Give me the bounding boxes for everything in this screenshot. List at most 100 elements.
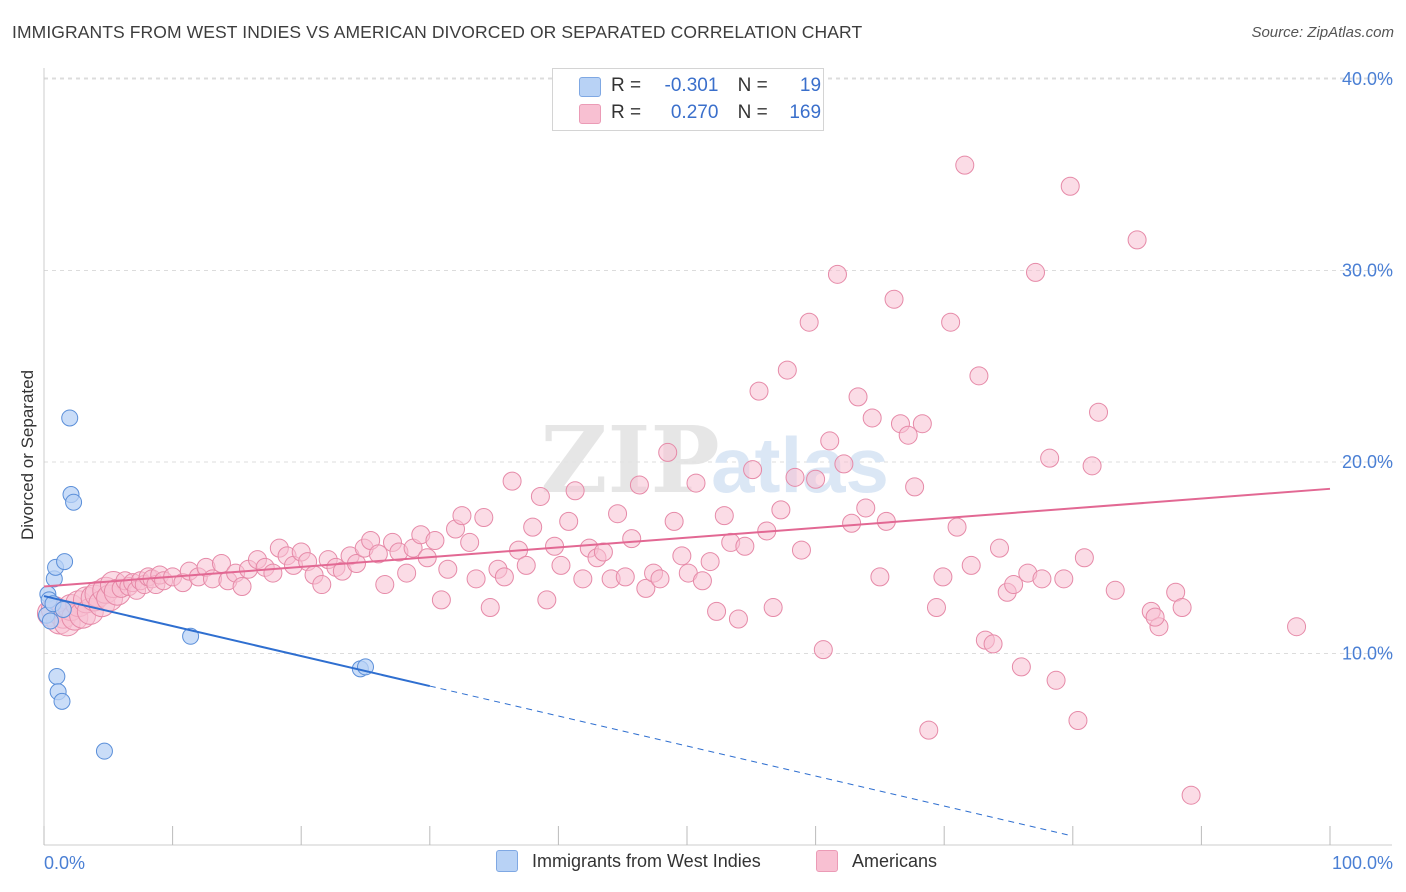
americans-point: [629, 475, 649, 495]
americans-point: [232, 576, 252, 596]
legend-row-west-indies: R = -0.301 N = 19: [553, 73, 823, 99]
americans-point: [494, 567, 514, 587]
americans-point: [763, 598, 783, 618]
americans-point: [955, 155, 975, 175]
y-tick-label: 10.0%: [1342, 644, 1393, 664]
americans-point: [919, 720, 939, 740]
americans-point: [728, 609, 748, 629]
correlation-legend: R = -0.301 N = 19 R = 0.270 N = 169: [552, 68, 824, 131]
americans-point: [983, 634, 1003, 654]
americans-point: [686, 473, 706, 493]
americans-point: [593, 542, 613, 562]
americans-point: [820, 431, 840, 451]
americans-point: [523, 517, 543, 537]
americans-point: [1046, 670, 1066, 690]
americans-point: [460, 532, 480, 552]
americans-point: [856, 498, 876, 518]
americans-point: [559, 511, 579, 531]
west-indies-point: [53, 692, 71, 710]
americans-point: [425, 531, 445, 551]
americans-point: [1181, 785, 1201, 805]
legend-swatch-blue: [496, 850, 518, 872]
americans-point: [827, 264, 847, 284]
americans-point: [431, 590, 451, 610]
americans-point: [622, 529, 642, 549]
americans-point: [912, 414, 932, 434]
americans-point: [714, 506, 734, 526]
americans-trend-line: [43, 487, 1331, 588]
legend-label: Americans: [852, 850, 938, 871]
americans-point: [898, 425, 918, 445]
americans-point: [1011, 657, 1031, 677]
americans-point: [650, 569, 670, 589]
legend-item-west-indies: Immigrants from West Indies: [496, 850, 761, 872]
americans-point: [1074, 548, 1094, 568]
legend-label: Immigrants from West Indies: [532, 850, 761, 871]
x-tick-labels: 0.0% 100.0%: [44, 853, 1393, 873]
y-tick-labels: 10.0% 20.0% 30.0% 40.0%: [1342, 69, 1393, 664]
watermark-atlas: atlas: [711, 421, 889, 509]
americans-point: [848, 387, 868, 407]
legend-item-americans: Americans: [816, 850, 937, 872]
americans-point: [941, 312, 961, 332]
americans-point: [1068, 711, 1088, 731]
americans-point: [707, 601, 727, 621]
americans-point: [608, 504, 628, 524]
americans-point: [480, 598, 500, 618]
americans-point: [1026, 262, 1046, 282]
americans-point: [636, 578, 656, 598]
americans-point: [969, 366, 989, 386]
americans-point: [884, 289, 904, 309]
legend-swatch-pink: [579, 104, 601, 124]
west-indies-point: [65, 493, 83, 511]
americans-point: [989, 538, 1009, 558]
americans-point: [1127, 230, 1147, 250]
legend-n-value: 19: [799, 75, 822, 96]
legend-swatch-pink: [816, 850, 838, 872]
axes: [43, 68, 1392, 846]
americans-point: [368, 544, 388, 564]
americans-point: [806, 469, 826, 489]
americans-point: [1054, 569, 1074, 589]
watermark-zip: ZIP: [540, 406, 719, 514]
americans-point: [375, 575, 395, 595]
legend-n-label: N =: [737, 102, 768, 123]
legend-r-label: R =: [611, 75, 642, 96]
americans-point: [466, 569, 486, 589]
legend-r-value: -0.301: [664, 75, 719, 96]
americans-point: [615, 567, 635, 587]
americans-point: [1145, 607, 1165, 627]
americans-point: [947, 517, 967, 537]
west-indies-point: [56, 553, 74, 571]
source-label: Source: ZipAtlas.com: [1251, 24, 1394, 41]
americans-point: [565, 481, 585, 501]
americans-point: [842, 513, 862, 533]
americans-point: [1089, 402, 1109, 422]
americans-point: [1287, 617, 1307, 637]
legend-r-value: 0.270: [670, 102, 719, 123]
americans-point: [573, 569, 593, 589]
y-tick-label: 40.0%: [1342, 69, 1393, 89]
americans-point: [474, 508, 494, 528]
americans-point: [312, 575, 332, 595]
west-indies-point: [182, 627, 200, 645]
americans-point: [1172, 598, 1192, 618]
americans-point: [438, 559, 458, 579]
americans-point: [813, 640, 833, 660]
americans-point: [743, 460, 763, 480]
americans-point: [700, 552, 720, 572]
americans-point: [771, 500, 791, 520]
americans-point: [263, 563, 283, 583]
americans-point: [397, 563, 417, 583]
americans-point: [551, 555, 571, 575]
y-tick-label: 20.0%: [1342, 452, 1393, 472]
series-legend: Immigrants from West Indies Americans: [0, 850, 1406, 878]
west-indies-point: [41, 612, 59, 630]
americans-point: [1105, 580, 1125, 600]
americans-point: [785, 467, 805, 487]
americans-point: [926, 598, 946, 618]
americans-point: [862, 408, 882, 428]
americans-point: [905, 477, 925, 497]
americans-point: [870, 567, 890, 587]
